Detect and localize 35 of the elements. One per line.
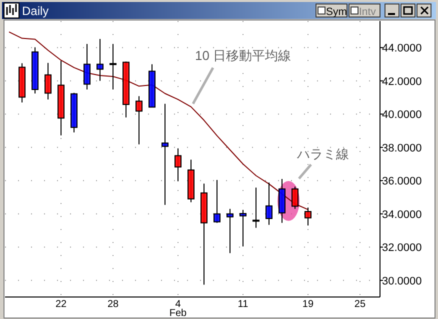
candlestick <box>44 62 52 100</box>
y-tick-label: 34.0000 <box>382 208 422 221</box>
candlestick <box>304 207 312 226</box>
candlestick <box>162 103 169 206</box>
annotation: ハラミ線 <box>296 146 349 162</box>
text: Sym <box>326 6 348 18</box>
x-tick-label: 25 <box>354 299 366 310</box>
candlestick <box>84 43 91 90</box>
text: 10 日移動平均線 <box>195 48 292 63</box>
x-tick-label: 22 <box>55 299 68 310</box>
candlestick <box>214 179 220 224</box>
candlestick <box>265 182 272 226</box>
y-tick-label: 32.0000 <box>382 242 422 254</box>
line-series <box>8 31 308 210</box>
y-tick-label: 30.0000 <box>382 275 422 288</box>
candlestick <box>96 38 104 82</box>
y-tick-label: 36.0000 <box>382 176 422 188</box>
candlestick <box>291 186 298 210</box>
x-tick-label: 4 Feb <box>169 299 188 319</box>
x-tick-label: 28 <box>107 299 120 310</box>
candlestick <box>278 178 286 224</box>
candlestick <box>136 96 143 145</box>
y-tick-label: 42.0000 <box>382 76 422 88</box>
candlestick <box>226 208 234 254</box>
candlestick <box>174 148 182 182</box>
y-tick-label: 44.0000 <box>382 42 422 55</box>
candlestick <box>240 209 246 247</box>
chart-title: Daily <box>22 4 49 18</box>
x-tick-label: 11 <box>238 299 249 310</box>
y-tick-label: 38.0000 <box>382 142 422 154</box>
y-tick-label: 40.0000 <box>382 109 422 122</box>
candlestick <box>110 43 117 90</box>
text: Intv <box>359 6 377 18</box>
x-tick-label: 19 <box>302 299 314 310</box>
candlestick <box>252 187 260 228</box>
